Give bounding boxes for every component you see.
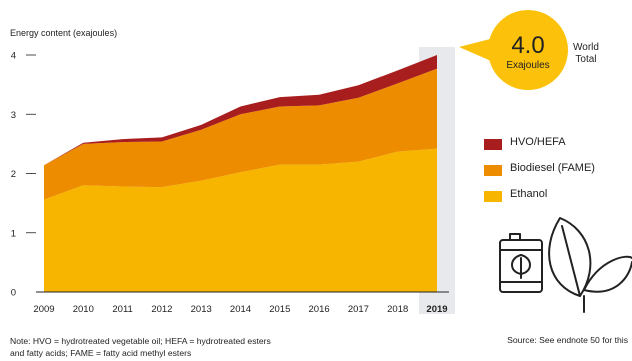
source-note: Source: See endnote 50 for this bbox=[507, 335, 628, 345]
legend-swatch-hvo bbox=[484, 139, 502, 150]
callout-pointer bbox=[459, 38, 498, 64]
footnote: Note: HVO = hydrotreated vegetable oil; … bbox=[10, 335, 450, 359]
fuel-barrel-leaf-icon bbox=[499, 233, 543, 293]
x-tick-label: 2015 bbox=[269, 304, 290, 315]
y-tick-label: 2 bbox=[11, 169, 16, 180]
legend-label-ethanol: Ethanol bbox=[510, 188, 548, 200]
callout-bubble bbox=[488, 10, 568, 90]
footnote-line2: and fatty acids; FAME = fatty acid methy… bbox=[10, 348, 192, 358]
x-tick-label: 2014 bbox=[230, 304, 251, 315]
area-biodiesel-fame bbox=[44, 68, 437, 200]
x-tick-label: 2012 bbox=[151, 304, 172, 315]
callout-total-label: World Total bbox=[573, 42, 599, 66]
legend-label-biodiesel: Biodiesel (FAME) bbox=[510, 162, 595, 174]
leaves-icon bbox=[548, 217, 632, 313]
legend-label-hvo: HVO/HEFA bbox=[510, 136, 566, 148]
x-tick-label: 2016 bbox=[309, 304, 330, 315]
x-tick-label: 2013 bbox=[191, 304, 212, 315]
area-hvo-hefa bbox=[44, 55, 437, 166]
callout-unit: Exajoules bbox=[506, 60, 549, 71]
chart-axes: 0 1 2 3 4 2009 2010 2011 2012 2013 2014 2015 2016 201… bbox=[11, 51, 449, 315]
x-tick-label: 2019 bbox=[426, 304, 447, 315]
y-tick-label: 1 bbox=[11, 228, 16, 239]
x-tick-label: 2017 bbox=[348, 304, 369, 315]
legend-swatch-ethanol bbox=[484, 191, 502, 202]
callout-label-line2: Total bbox=[575, 54, 597, 65]
y-tick-label: 3 bbox=[11, 110, 16, 121]
chart-areas bbox=[44, 55, 437, 292]
footnote-line1: Note: HVO = hydrotreated vegetable oil; … bbox=[10, 336, 271, 346]
y-tick-label: 0 bbox=[11, 288, 16, 299]
x-tick-label: 2018 bbox=[387, 304, 408, 315]
callout-label-line1: World bbox=[573, 42, 599, 53]
x-tick-label: 2010 bbox=[73, 304, 94, 315]
x-tick-label: 2011 bbox=[112, 304, 132, 315]
callout-value: 4.0 bbox=[511, 32, 544, 59]
legend-swatch-biodiesel bbox=[484, 165, 502, 176]
y-axis-label: Energy content (exajoules) bbox=[10, 28, 118, 38]
area-ethanol bbox=[44, 148, 437, 292]
x-tick-label: 2009 bbox=[33, 304, 54, 315]
y-tick-label: 4 bbox=[11, 51, 16, 62]
illustration-icons bbox=[499, 217, 632, 313]
